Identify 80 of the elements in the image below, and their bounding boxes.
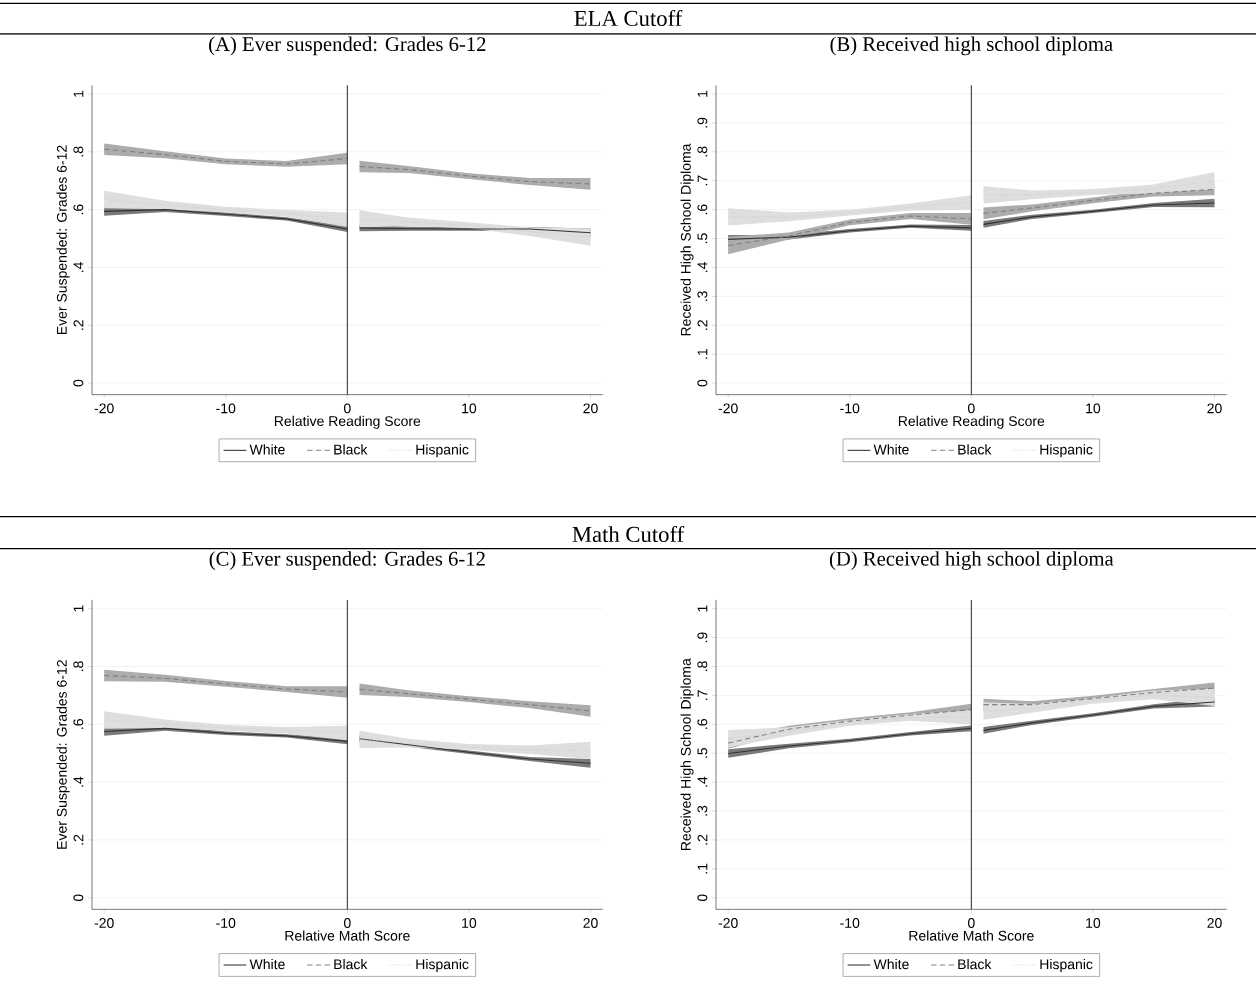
y-tick-label: .8 — [697, 661, 708, 672]
y-tick-label: 0 — [73, 894, 84, 902]
y-tick-label: .2 — [697, 834, 708, 845]
y-tick-label: .4 — [697, 262, 708, 273]
y-tick-label: .8 — [73, 146, 84, 157]
x-tick-label: 20 — [583, 918, 598, 929]
x-tick-label: -20 — [718, 918, 738, 929]
legend-label: White — [873, 444, 909, 455]
x-tick-label: 10 — [462, 918, 477, 929]
y-tick-label: 1 — [73, 605, 84, 612]
x-axis-title: Relative Reading Score — [274, 415, 421, 429]
x-axis-title: Relative Math Score — [285, 930, 410, 941]
legend-label: Hispanic — [416, 444, 469, 458]
x-tick-label: -10 — [840, 918, 860, 929]
y-tick-label: 1 — [73, 90, 84, 97]
y-tick-label: 1 — [697, 90, 708, 97]
text: Math Cutoff — [572, 526, 685, 543]
x-tick-label: 0 — [343, 403, 351, 414]
x-tick-label: -10 — [216, 403, 236, 414]
y-tick-label: .1 — [697, 349, 708, 359]
legend-label: Black — [334, 959, 368, 970]
y-tick-label: .8 — [73, 661, 84, 672]
x-tick-label: -20 — [94, 918, 114, 929]
y-tick-label: .8 — [697, 146, 708, 157]
y-tick-label: .5 — [697, 748, 708, 758]
legend-label: Black — [334, 444, 368, 455]
x-tick-label: 0 — [967, 403, 975, 414]
legend-label: Hispanic — [1040, 959, 1093, 973]
y-tick-label: .5 — [697, 233, 708, 244]
y-tick-label: 0 — [697, 894, 708, 902]
y-axis-title: Ever Suspended: Grades 6-12 — [56, 660, 70, 849]
chart-title: (A) Ever suspended: Grades 6-12 — [209, 36, 486, 56]
y-tick-label: .9 — [697, 632, 708, 643]
y-tick-label: 1 — [697, 605, 708, 612]
y-tick-label: .4 — [73, 262, 84, 273]
legend-label: Black — [958, 959, 992, 970]
legend-label: White — [873, 959, 909, 970]
y-tick-label: 0 — [73, 379, 84, 387]
y-tick-label: .9 — [697, 117, 708, 128]
x-tick-label: 0 — [343, 918, 351, 929]
y-tick-label: .2 — [73, 320, 84, 331]
legend-label: Black — [958, 444, 992, 455]
x-tick-label: 20 — [1207, 918, 1222, 929]
y-tick-label: .4 — [73, 776, 84, 787]
y-axis-title: Ever Suspended: Grades 6-12 — [56, 145, 70, 335]
y-tick-label: .6 — [697, 719, 708, 730]
x-tick-label: -10 — [216, 918, 236, 929]
x-tick-label: 10 — [462, 403, 477, 414]
y-axis-title: Received High School Diploma — [680, 143, 694, 336]
legend-label: Hispanic — [1040, 444, 1093, 458]
y-tick-label: .2 — [697, 320, 708, 331]
x-tick-label: -20 — [718, 403, 738, 414]
x-tick-label: -20 — [94, 403, 114, 414]
text: ELA Cutoff — [574, 10, 683, 27]
chart-title: (D) Received high school diploma — [829, 551, 1114, 571]
x-axis-title: Relative Reading Score — [898, 415, 1045, 429]
y-tick-label: 0 — [697, 379, 708, 387]
legend-label: Hispanic — [416, 959, 469, 973]
x-tick-label: 10 — [1086, 918, 1101, 929]
x-tick-label: 0 — [967, 918, 975, 929]
y-axis-title: Received High School Diploma — [680, 658, 694, 851]
y-tick-label: .6 — [697, 204, 708, 215]
y-tick-label: .2 — [73, 834, 84, 845]
y-tick-label: .1 — [697, 863, 708, 874]
chart-title: (C) Ever suspended: Grades 6-12 — [209, 551, 485, 571]
y-tick-label: .6 — [73, 204, 84, 215]
y-tick-label: .3 — [697, 805, 708, 816]
y-tick-label: .6 — [73, 719, 84, 730]
x-tick-label: 20 — [583, 403, 598, 414]
x-tick-label: -10 — [840, 403, 860, 414]
chart-title: (B) Received high school diploma — [830, 36, 1113, 56]
x-tick-label: 20 — [1207, 403, 1222, 414]
x-axis-title: Relative Math Score — [909, 930, 1034, 941]
y-tick-label: .7 — [697, 175, 708, 186]
y-tick-label: .7 — [697, 690, 708, 701]
y-tick-label: .3 — [697, 291, 708, 302]
x-tick-label: 10 — [1086, 403, 1101, 414]
y-tick-label: .4 — [697, 776, 708, 787]
legend-label: White — [249, 444, 285, 455]
legend-label: White — [249, 959, 285, 970]
